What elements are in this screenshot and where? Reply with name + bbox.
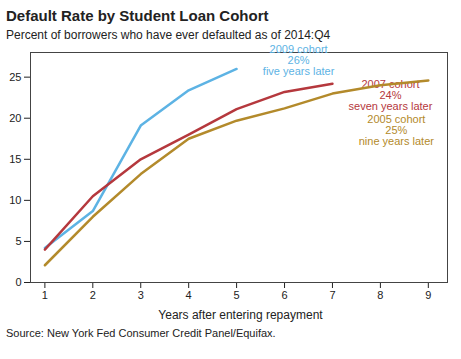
html-text:24%: 24% <box>379 89 402 102</box>
svg-text:6: 6 <box>281 289 287 301</box>
svg-text:9: 9 <box>425 289 431 301</box>
svg-text:2: 2 <box>90 289 96 301</box>
svg-text:25: 25 <box>9 71 21 83</box>
svg-text:2005 cohort25%nine years later: 2005 cohort25%nine years later <box>359 113 435 147</box>
svg-text:7: 7 <box>329 289 335 301</box>
svg-text:3: 3 <box>138 289 144 301</box>
html-text:seven years later: seven years later <box>348 100 433 113</box>
html-text:Source: New York Fed Consumer: Source: New York Fed Consumer Credit Pan… <box>6 327 276 339</box>
svg-text:20: 20 <box>9 112 21 124</box>
svg-text:0: 0 <box>15 276 21 288</box>
svg-text:10: 10 <box>9 194 21 206</box>
html-text:2007 cohort: 2007 cohort <box>361 78 420 91</box>
svg-text:1: 1 <box>42 289 48 301</box>
svg-text:8: 8 <box>377 289 383 301</box>
html-text:Years after entering repayment: Years after entering repayment <box>158 308 323 322</box>
html-text:Percent of borrowers who have: Percent of borrowers who have ever defau… <box>6 28 331 42</box>
svg-text:2009 cohort26%five years later: 2009 cohort26%five years later <box>263 44 335 77</box>
svg-text:15: 15 <box>9 153 21 165</box>
svg-text:5: 5 <box>15 235 21 247</box>
svg-text:5: 5 <box>234 289 240 301</box>
html-text:Default Rate by Student Loan C: Default Rate by Student Loan Cohort <box>6 7 269 24</box>
svg-text:4: 4 <box>186 289 192 301</box>
